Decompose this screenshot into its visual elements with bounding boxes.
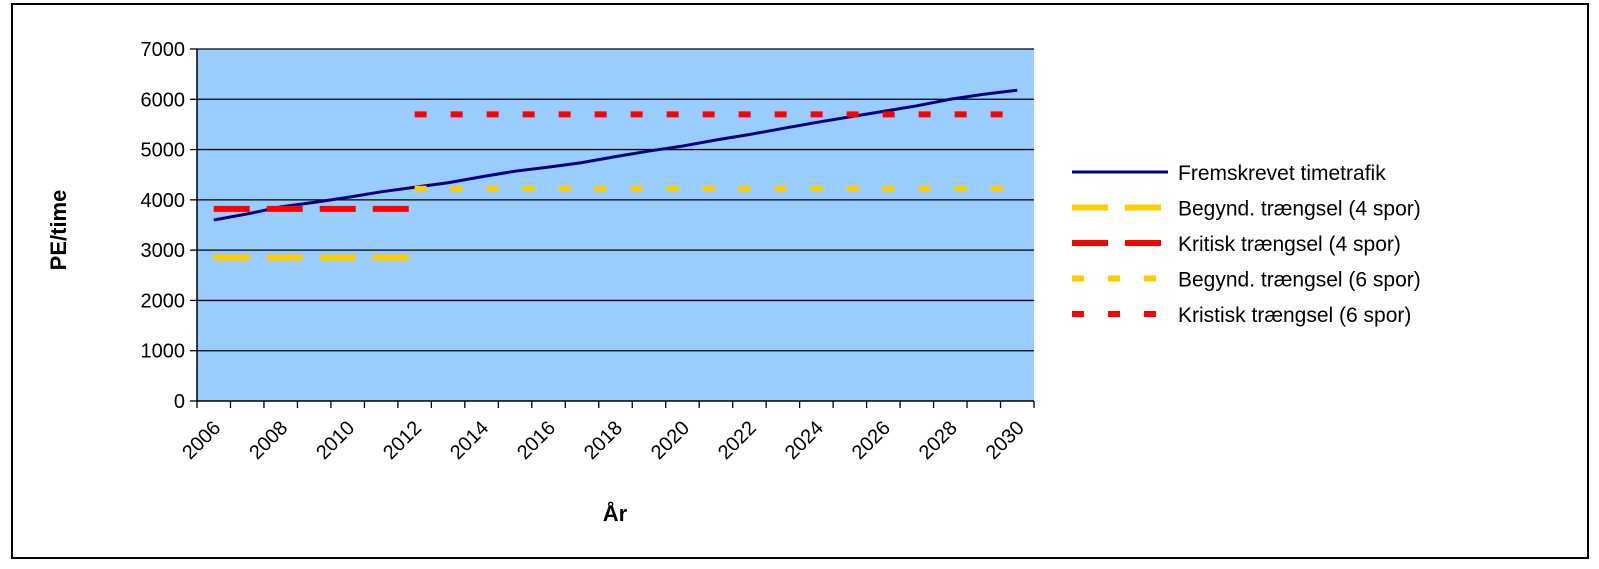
- y-axis-title: PE/time: [46, 190, 71, 271]
- y-tick-label: 1000: [141, 341, 186, 363]
- x-tick-label: 2028: [915, 417, 962, 464]
- legend-label-0: Fremskrevet timetrafik: [1178, 162, 1386, 185]
- x-tick-label: 2026: [848, 417, 895, 464]
- x-tick-label: 2008: [245, 417, 292, 464]
- plot-area: [197, 49, 1034, 401]
- y-tick-label: 5000: [141, 140, 186, 162]
- x-tick-label: 2012: [379, 417, 426, 464]
- legend-label-3: Begynd. trængsel (6 spor): [1178, 269, 1421, 292]
- x-axis-title: År: [603, 500, 628, 526]
- x-tick-label: 2018: [580, 417, 627, 464]
- y-tick-label: 4000: [141, 190, 186, 212]
- y-tick-label: 2000: [141, 290, 186, 312]
- x-tick-label: 2014: [446, 417, 493, 464]
- legend-label-1: Begynd. trængsel (4 spor): [1178, 198, 1421, 221]
- x-tick-label: 2016: [513, 417, 560, 464]
- y-tick-label: 0: [174, 391, 185, 413]
- legend-label-2: Kritisk trængsel (4 spor): [1178, 233, 1401, 256]
- x-tick-label: 2006: [178, 417, 225, 464]
- x-tick-label: 2020: [647, 417, 694, 464]
- y-tick-label: 7000: [141, 39, 186, 61]
- x-tick-label: 2010: [312, 417, 359, 464]
- legend-label-4: Kristisk trængsel (6 spor): [1178, 304, 1411, 327]
- x-tick-label: 2030: [982, 417, 1029, 464]
- x-tick-label: 2022: [714, 417, 761, 464]
- y-tick-label: 6000: [141, 89, 186, 111]
- series-line-0: [213, 88, 1018, 222]
- x-tick-label: 2024: [781, 417, 828, 464]
- y-tick-label: 3000: [141, 240, 186, 262]
